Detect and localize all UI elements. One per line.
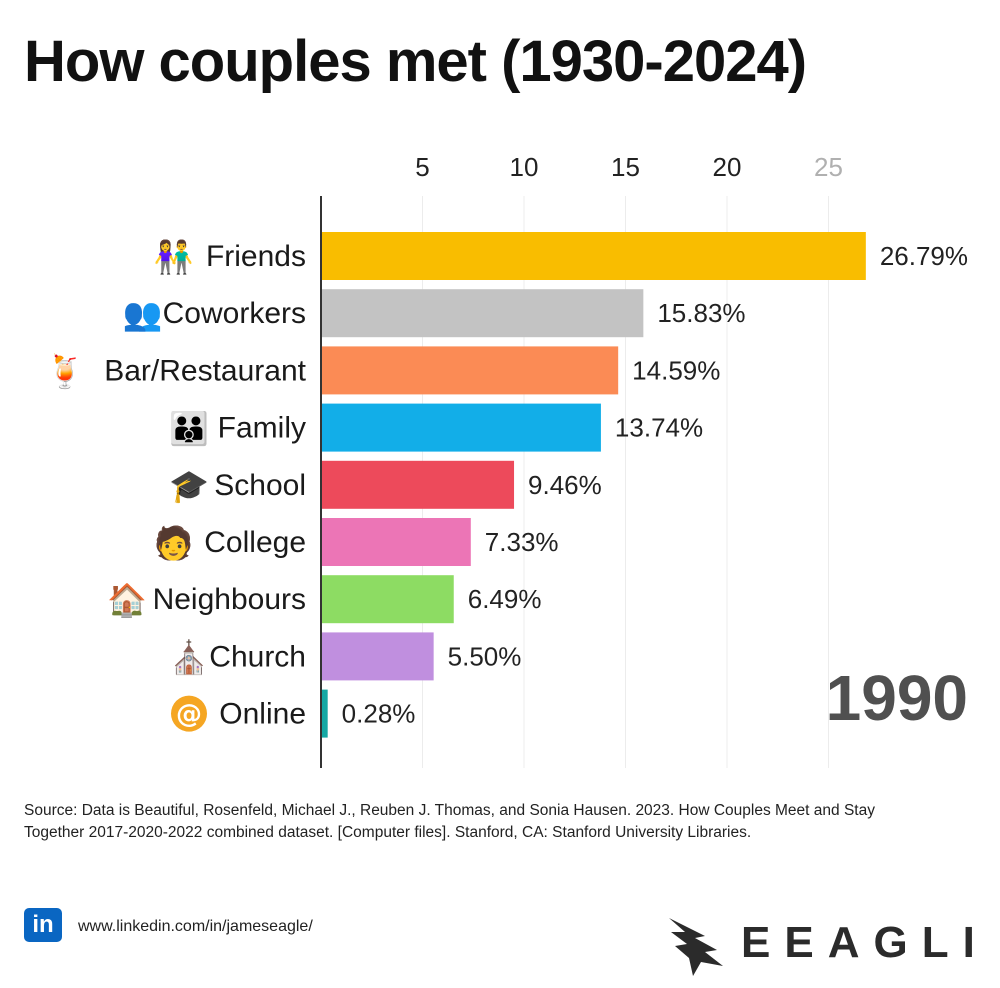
category-label: College [204,526,306,559]
coworkers-icon: 👥 [123,295,163,333]
friends-icon: 👫 [154,238,194,276]
value-label: 15.83% [657,298,745,328]
brand-name: EEAGLI [741,918,989,967]
x-tick-label: 25 [814,152,843,182]
category-label: Online [219,698,306,731]
x-tick-label: 5 [415,152,429,182]
category-label: Friends [206,240,306,273]
category-label: Family [218,412,306,445]
value-label: 14.59% [632,355,720,385]
at-sign-glyph: @ [176,700,202,730]
bar [322,289,644,338]
house-icon: 🏠 [107,581,147,619]
church-icon: ⛪ [169,638,209,676]
category-label: Neighbours [153,583,306,616]
chart-title: How couples met (1930-2024) [24,29,807,94]
value-label: 0.28% [342,699,416,729]
value-label: 6.49% [468,584,542,614]
category-label: Coworkers [163,297,306,330]
value-label: 5.50% [448,641,522,671]
bar [322,403,601,452]
category-label: Bar/Restaurant [104,354,306,387]
value-label: 13.74% [615,413,703,443]
graduate-icon: 🧑 [154,524,194,562]
bar [322,232,866,280]
bar [322,689,328,738]
value-label: 26.79% [880,241,968,271]
linkedin-url[interactable]: www.linkedin.com/in/jameseagle/ [78,918,313,935]
graduation-cap-icon: 🎓 [169,467,209,505]
brand-logo: EEAGLI [665,910,985,980]
year-label: 1990 [826,662,968,734]
linkedin-icon[interactable]: in [24,908,62,942]
x-tick-label: 20 [713,152,742,182]
family-icon: 👪 [169,410,209,448]
x-tick-label: 15 [611,152,640,182]
category-label: Church [209,640,306,673]
source-note: Source: Data is Beautiful, Rosenfeld, Mi… [24,802,875,841]
eagle-icon [669,918,723,976]
category-label: School [214,469,306,502]
bar [322,460,515,509]
x-tick-label: 10 [510,152,539,182]
value-label: 7.33% [485,527,559,557]
bar [322,632,434,681]
bar [322,518,471,566]
bar [322,346,619,395]
at-sign-icon [171,695,207,732]
cocktail-icon: 🍹 [45,352,85,390]
bar [322,575,454,624]
value-label: 9.46% [528,470,602,500]
